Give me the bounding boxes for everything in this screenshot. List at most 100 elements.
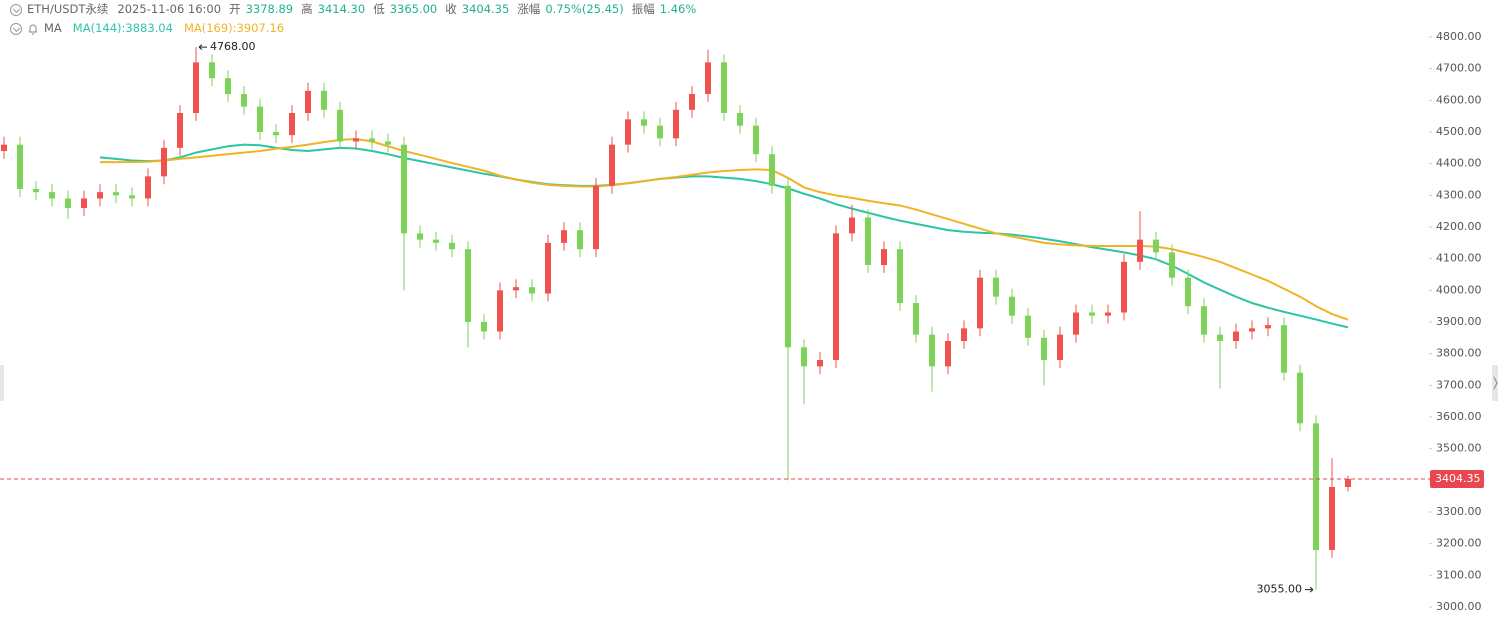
legend-entry: MA(169):3907.16	[183, 21, 285, 35]
candle-body	[17, 144, 23, 189]
candle-body	[865, 217, 871, 265]
annotation-label: 3055.00	[1257, 583, 1303, 596]
candle-body	[593, 185, 599, 250]
candle-body	[561, 230, 567, 243]
candle-body	[401, 144, 407, 234]
candle-body	[337, 109, 343, 142]
candle-body	[1281, 325, 1287, 373]
candle-body	[689, 94, 695, 110]
field-value: 3378.89	[245, 2, 294, 16]
candle-body	[881, 249, 887, 265]
candle-body	[1, 144, 7, 151]
indicator-row: MA MA(144):3883.04 MA(169):3907.16	[10, 19, 696, 38]
candle-body	[1153, 239, 1159, 253]
candle-body	[305, 90, 311, 113]
candle-body	[433, 239, 439, 243]
candle-body	[801, 347, 807, 367]
candle-body	[241, 94, 247, 107]
candle-body	[1105, 312, 1111, 316]
candle-body	[737, 113, 743, 126]
candle-body	[177, 113, 183, 148]
y-tick-label: 3800.00	[1436, 347, 1482, 360]
y-tick-label: 3300.00	[1436, 505, 1482, 518]
y-tick-label: 4800.00	[1436, 30, 1482, 43]
candle-body	[849, 217, 855, 234]
y-tick-label: 3200.00	[1436, 537, 1482, 550]
candle-body	[1265, 325, 1271, 329]
indicator-name: MA	[44, 21, 62, 35]
collapse-icon[interactable]	[10, 22, 22, 35]
candle-body	[1233, 331, 1239, 341]
candle-body	[1073, 312, 1079, 335]
candle-body	[641, 119, 647, 126]
candle-body	[33, 189, 39, 193]
candle-body	[465, 249, 471, 322]
field-value: 1.46%	[659, 2, 697, 16]
candle-body	[897, 249, 903, 303]
candle-body	[417, 233, 423, 240]
candle-body	[609, 144, 615, 186]
candle-body	[993, 277, 999, 297]
y-tick-label: 3900.00	[1436, 315, 1482, 328]
candle-body	[753, 125, 759, 155]
y-tick-label: 4200.00	[1436, 220, 1482, 233]
candle-body	[1041, 337, 1047, 360]
candle-body	[321, 90, 327, 110]
candle-body	[625, 119, 631, 145]
right-handle[interactable]	[1492, 365, 1498, 401]
candle-body	[1185, 277, 1191, 307]
field-label: 开	[229, 2, 241, 16]
candle-body	[769, 154, 775, 186]
candle-body	[129, 195, 135, 199]
time: 2025-11-06 16:00	[117, 2, 222, 16]
candle-body	[81, 198, 87, 208]
candle-body	[1137, 239, 1143, 262]
ma-line	[99, 143, 1349, 329]
candle-body	[1217, 334, 1223, 341]
candle-body	[209, 62, 215, 79]
left-handle[interactable]	[0, 365, 4, 401]
alert-icon[interactable]	[27, 23, 39, 35]
field-value: 3365.00	[389, 2, 438, 16]
collapse-icon[interactable]	[10, 3, 22, 16]
candle-body	[1297, 372, 1303, 424]
candle-body	[65, 198, 71, 208]
ohlc-row: ETH/USDT永续 2025-11-06 16:00 开 3378.89 高 341…	[10, 0, 696, 19]
y-tick-label: 4500.00	[1436, 125, 1482, 138]
candle-body	[1121, 261, 1127, 313]
legend-entry: MA(144):3883.04	[72, 21, 173, 35]
candle-body	[257, 106, 263, 132]
candle-body	[657, 125, 663, 139]
candle-body	[145, 176, 151, 199]
field-value: 3404.35	[461, 2, 510, 16]
candle-body	[705, 62, 711, 94]
annotation-arrow	[1305, 586, 1314, 593]
candle-body	[513, 287, 519, 291]
candle-body	[673, 109, 679, 139]
candle-body	[497, 290, 503, 332]
candle-body	[529, 287, 535, 294]
y-tick-label: 3600.00	[1436, 410, 1482, 423]
field-label: 低	[373, 2, 385, 16]
y-tick-label: 4700.00	[1436, 62, 1482, 75]
candle-body	[369, 138, 375, 142]
y-tick-label: 4300.00	[1436, 188, 1482, 201]
candle-body	[833, 233, 839, 360]
candle-body	[1201, 306, 1207, 335]
candle-body	[1025, 315, 1031, 338]
candle-body	[1313, 423, 1319, 550]
candle-body	[113, 192, 119, 196]
candle-body	[913, 303, 919, 335]
candle-body	[721, 62, 727, 113]
candle-body	[817, 360, 823, 367]
candle-body	[353, 138, 359, 142]
y-tick-label: 3700.00	[1436, 378, 1482, 391]
annotation-label: 4768.00	[210, 40, 256, 53]
candle-body	[1249, 328, 1255, 332]
annotation-arrow	[198, 44, 207, 51]
field-value: 3414.30	[317, 2, 366, 16]
candle-body	[977, 277, 983, 329]
field-label: 高	[301, 2, 313, 16]
